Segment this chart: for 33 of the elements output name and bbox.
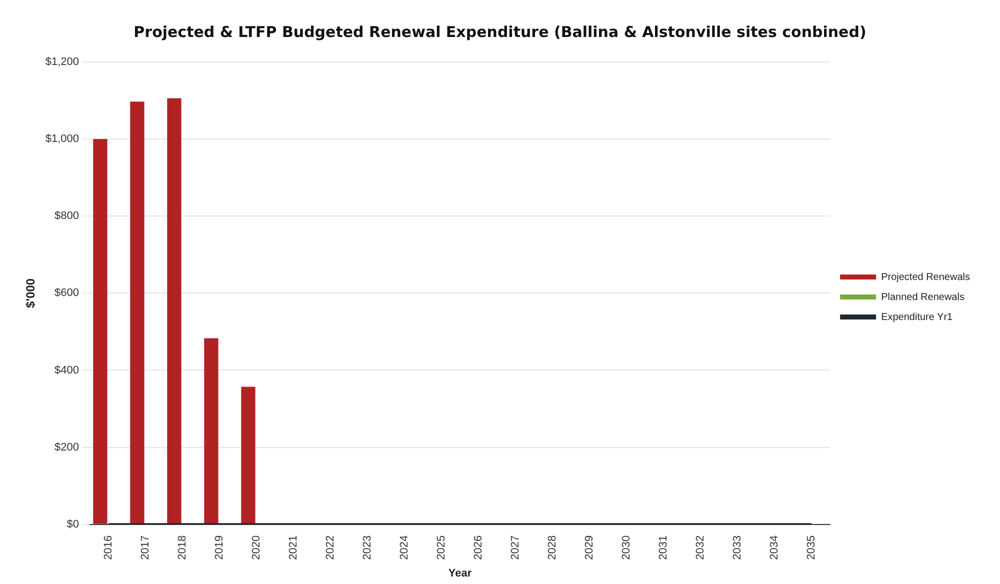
x-tick-label: 2021 [288, 535, 300, 560]
x-tick-label: 2024 [398, 535, 411, 560]
x-tick-label: 2025 [436, 535, 448, 560]
legend-label: Planned Renewals [881, 292, 964, 303]
x-tick-label: 2030 [620, 535, 633, 560]
legend-label: Projected Renewals [881, 272, 970, 283]
x-tick-label: 2033 [732, 535, 744, 560]
x-tick-label: 2026 [472, 535, 485, 560]
y-tick-label: $1,000 [45, 133, 80, 146]
y-tick-label: $0 [66, 518, 80, 530]
x-tick-label: 2017 [140, 535, 152, 560]
y-tick-label: $1,200 [45, 56, 80, 68]
y-tick-label: $600 [54, 287, 80, 300]
y-tick-label: $200 [54, 441, 80, 454]
x-tick-label: 2028 [546, 535, 559, 560]
x-axis-title: Year [448, 567, 472, 580]
x-tick-label: 2027 [510, 535, 522, 560]
x-tick-label: 2023 [362, 535, 374, 560]
x-tick-label: 2031 [658, 535, 670, 560]
y-tick-label: $400 [54, 364, 80, 376]
x-tick-label: 2018 [176, 535, 189, 560]
chart-title: Projected & LTFP Budgeted Renewal Expenditure (Ballina & Alstonville sites conbined) [134, 22, 866, 41]
x-tick-label: 2020 [250, 535, 263, 560]
y-tick-label: $800 [54, 210, 80, 222]
x-tick-label: 2022 [324, 535, 337, 560]
x-tick-label: 2019 [214, 535, 226, 560]
legend-label: Expenditure Yr1 [881, 312, 954, 323]
x-tick-label: 2029 [584, 535, 596, 560]
x-tick-label: 2034 [768, 535, 781, 560]
x-tick-label: 2032 [694, 535, 707, 560]
y-axis-title: $'000 [24, 278, 38, 308]
x-tick-label: 2016 [102, 535, 115, 560]
x-tick-label: 2035 [806, 535, 818, 560]
